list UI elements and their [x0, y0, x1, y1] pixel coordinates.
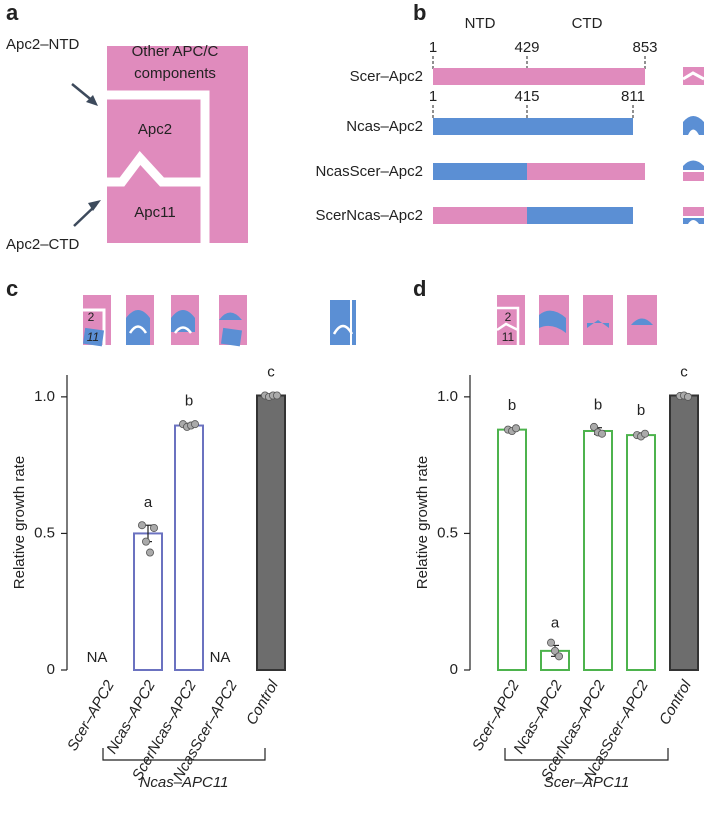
group-label: Scer–APC11: [544, 774, 630, 791]
annotation: NA: [87, 649, 108, 666]
data-point: [547, 638, 556, 647]
y-tick-label: 0: [450, 661, 458, 678]
x-tick-label: Control: [243, 677, 282, 728]
annotation: a: [144, 494, 153, 511]
label: Apc11: [134, 204, 175, 221]
annotation: b: [637, 402, 645, 419]
annotation: c: [267, 364, 275, 381]
bar: [133, 532, 163, 671]
position: 853: [632, 39, 657, 56]
label: Apc2: [138, 121, 172, 138]
group-label: Ncas–APC11: [140, 774, 229, 791]
construct-label: NcasScer–Apc2: [315, 163, 423, 180]
y-tick-label: 0: [47, 661, 55, 678]
bar: [583, 429, 613, 671]
x-tick-label: Control: [656, 677, 695, 728]
data-point: [190, 420, 199, 429]
zigzag: [107, 150, 205, 187]
segment: [527, 163, 645, 180]
panel-letter: b: [413, 0, 426, 25]
data-point: [684, 392, 693, 401]
label: components: [134, 65, 216, 82]
segment: [433, 163, 527, 180]
panel-letter: c: [6, 276, 18, 301]
bar: [669, 394, 699, 671]
arrow-head: [88, 200, 101, 211]
domain-label: CTD: [572, 15, 603, 32]
construct-label: Ncas–Apc2: [346, 118, 423, 135]
segment: [433, 118, 633, 135]
y-axis-label: Relative growth rate: [414, 456, 431, 589]
annotation: c: [680, 364, 688, 381]
annotation: b: [508, 397, 516, 414]
segment: [433, 68, 645, 85]
position-ticks: [432, 56, 646, 120]
position: 429: [514, 39, 539, 56]
position: 811: [621, 88, 645, 105]
data-point: [149, 523, 158, 532]
y-tick-label: 1.0: [437, 388, 458, 405]
arrow-head: [86, 95, 98, 106]
y-axis-label: Relative growth rate: [11, 456, 28, 589]
annotation: b: [185, 392, 193, 409]
complex-shape: [107, 46, 248, 243]
annotation: a: [551, 614, 560, 631]
construct-label: ScerNcas–Apc2: [315, 207, 423, 224]
y-tick-label: 1.0: [34, 388, 55, 405]
y-tick-label: 0.5: [34, 524, 55, 541]
position: 415: [514, 88, 539, 105]
data-point: [141, 537, 150, 546]
annotation: NA: [210, 649, 231, 666]
group-bracket: [102, 748, 266, 761]
position: 1: [429, 39, 437, 56]
data-point: [555, 652, 564, 661]
group-bracket: [504, 748, 669, 761]
segment: [527, 207, 633, 224]
panel-letter: a: [6, 0, 19, 25]
bar: [626, 434, 656, 671]
data-point: [145, 548, 154, 557]
schematic-label: 2: [88, 310, 95, 324]
schematic-label: 2: [505, 310, 512, 324]
divider: [107, 90, 210, 243]
label: Apc2–NTD: [6, 36, 80, 53]
label: Apc2–CTD: [6, 236, 80, 253]
schematic-label: 11: [502, 330, 515, 344]
construct-icons: [682, 67, 704, 224]
schematic-label: 11: [87, 330, 99, 344]
position: 1: [429, 88, 437, 105]
data-point: [272, 391, 281, 400]
bar: [256, 394, 286, 671]
domain-label: NTD: [465, 15, 496, 32]
panel-letter: d: [413, 276, 426, 301]
annotation: b: [594, 397, 602, 414]
y-tick-label: 0.5: [437, 524, 458, 541]
data-point: [641, 429, 650, 438]
data-point: [512, 424, 521, 433]
data-point: [590, 422, 599, 431]
bar: [497, 428, 527, 672]
schematics: [82, 295, 657, 347]
data-point: [551, 646, 560, 655]
data-point: [137, 521, 146, 530]
data-point: [598, 429, 607, 438]
bar: [174, 424, 204, 671]
segment: [433, 207, 527, 224]
label: Other APC/C: [132, 43, 219, 60]
construct-label: Scer–Apc2: [350, 68, 423, 85]
